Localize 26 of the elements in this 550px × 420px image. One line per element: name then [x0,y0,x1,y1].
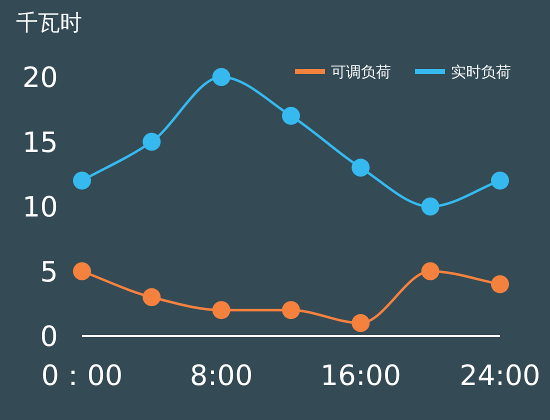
x-tick-label: 24:00 [460,359,540,392]
point [212,68,230,86]
point [212,301,230,320]
y-tick-label: 5 [40,255,58,288]
point [282,106,300,125]
x-tick-label: 16:00 [320,359,402,392]
legend-label: 实时负荷 [451,63,511,81]
point [491,172,509,190]
x-tick-label: 8:00 [190,359,253,392]
y-tick-label: 20 [22,61,58,94]
point [491,275,509,294]
point [421,262,440,280]
y-tick-label: 0 [40,320,58,353]
point [421,198,440,216]
point [142,288,161,306]
point [73,262,91,280]
y-axis-title: 千瓦时 [16,11,82,36]
point [352,158,370,177]
legend-label: 可调负荷 [331,63,391,81]
point [142,132,161,151]
x-tick-label: 0：00 [41,359,123,392]
y-tick-label: 10 [22,190,58,224]
point [352,314,370,332]
point [282,301,300,320]
y-tick-label: 15 [22,126,58,159]
point [73,172,91,190]
